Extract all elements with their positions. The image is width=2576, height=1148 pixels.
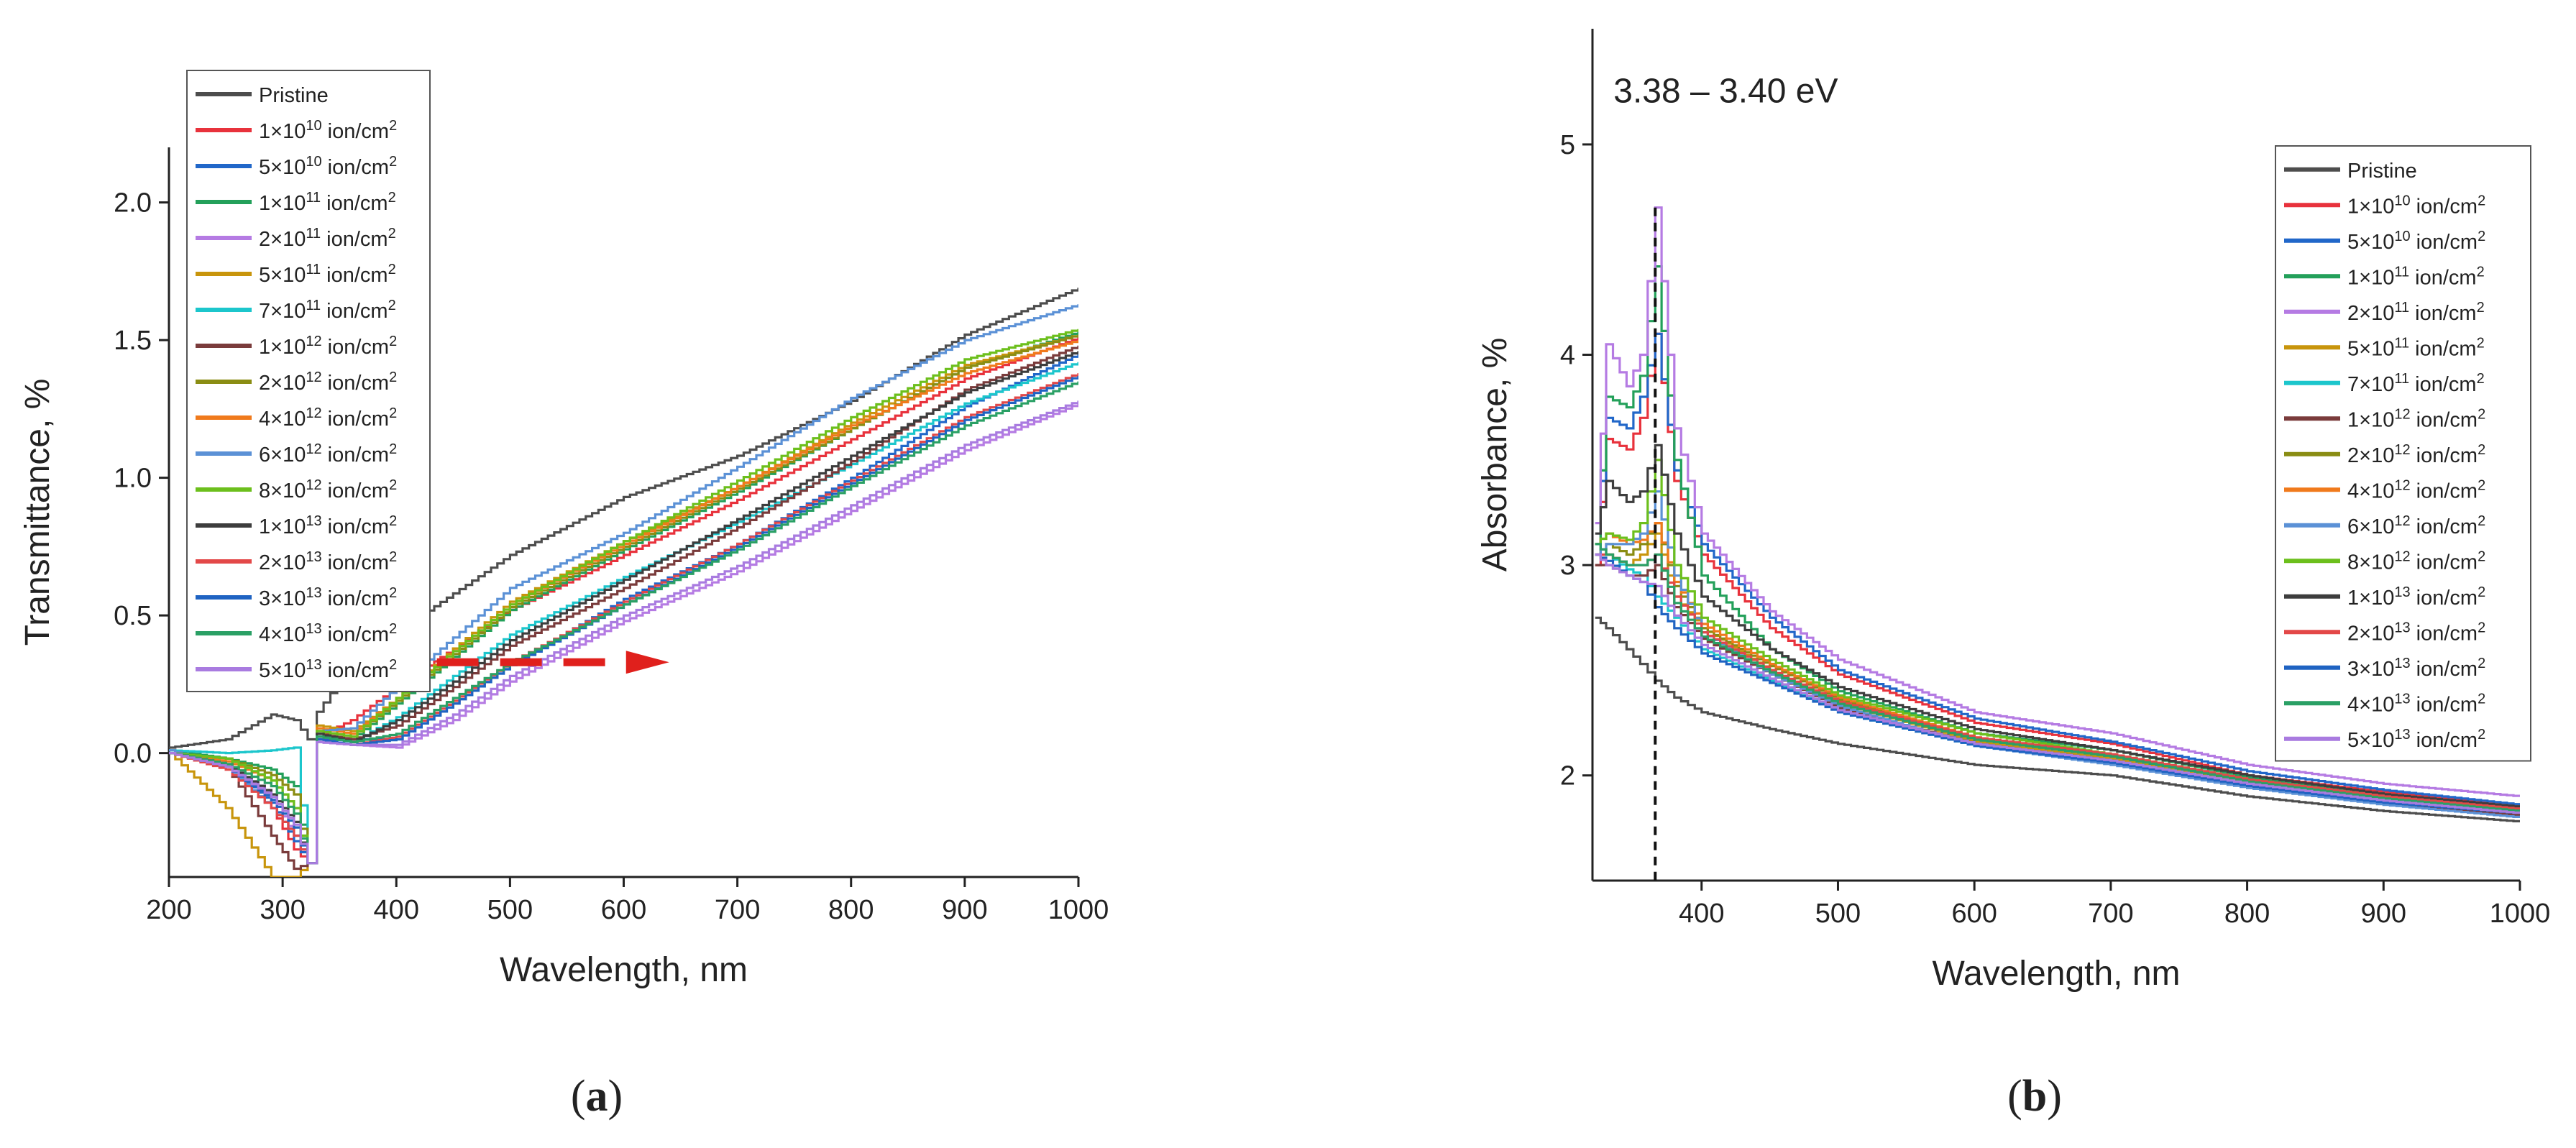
legend-entry-label: 5×1013 ion/cm2 bbox=[259, 657, 397, 682]
y-axis-label: Absorbance, % bbox=[1476, 338, 1514, 572]
series-line-15 bbox=[1595, 543, 2520, 812]
series-line-11 bbox=[169, 329, 1078, 865]
series-line-1 bbox=[1595, 332, 2520, 808]
series-line-12 bbox=[169, 351, 1078, 865]
legend-entry-label: 5×1010 ion/cm2 bbox=[259, 154, 397, 179]
legend-entry-label: 1×1013 ion/cm2 bbox=[259, 513, 397, 538]
legend-entry-label: 7×1011 ion/cm2 bbox=[259, 298, 396, 323]
y-axis-label: Transmittance, % bbox=[19, 379, 57, 646]
x-tick-label: 700 bbox=[715, 895, 760, 925]
y-tick-label: 2 bbox=[1560, 761, 1575, 791]
legend-entry-label: 1×1010 ion/cm2 bbox=[259, 118, 397, 143]
x-axis-label: Wavelength, nm bbox=[500, 951, 748, 989]
y-tick-label: 4 bbox=[1560, 341, 1575, 371]
legend-entry-label: 1×1011 ion/cm2 bbox=[2347, 264, 2485, 289]
y-tick-label: 0.0 bbox=[114, 739, 152, 769]
legend-entry-label: 5×1011 ion/cm2 bbox=[2347, 335, 2485, 360]
x-tick-label: 900 bbox=[2361, 899, 2406, 929]
series-line-0 bbox=[169, 288, 1078, 749]
legend-entry-label: 4×1013 ion/cm2 bbox=[259, 621, 397, 646]
series-line-16 bbox=[1595, 553, 2520, 814]
legend-entry-label: 8×1012 ion/cm2 bbox=[259, 477, 397, 502]
x-tick-label: 900 bbox=[942, 895, 987, 925]
legend-entry-label: 4×1012 ion/cm2 bbox=[2347, 477, 2485, 502]
legend-entry-label: 1×1010 ion/cm2 bbox=[2347, 193, 2485, 218]
legend-entry-label: 2×1011 ion/cm2 bbox=[259, 226, 396, 251]
legend-entry-label: 4×1013 ion/cm2 bbox=[2347, 691, 2485, 716]
x-tick-label: 400 bbox=[1679, 899, 1724, 929]
series-line-16 bbox=[169, 400, 1078, 865]
x-tick-label: 600 bbox=[601, 895, 646, 925]
legend: Pristine 1×1010 ion/cm2 5×1010 ion/cm2 1×10… bbox=[186, 70, 431, 692]
legend-entry-label: 3×1013 ion/cm2 bbox=[259, 585, 397, 610]
legend-entry-label: 1×1013 ion/cm2 bbox=[2347, 584, 2485, 610]
x-tick-label: 600 bbox=[1951, 899, 1997, 929]
series-group bbox=[169, 288, 1078, 877]
x-tick-label: 400 bbox=[374, 895, 419, 925]
x-tick-label: 700 bbox=[2088, 899, 2133, 929]
legend-entry-label: 2×1012 ion/cm2 bbox=[259, 369, 397, 395]
band-gap-annotation: 3.38 – 3.40 eV bbox=[1613, 72, 1838, 110]
panel-label: (b) bbox=[2007, 1072, 2062, 1121]
series-line-4 bbox=[1595, 206, 2520, 797]
legend-entry-label: 1×1012 ion/cm2 bbox=[2347, 406, 2485, 431]
series-line-0 bbox=[1595, 616, 2520, 822]
y-tick-label: 1.5 bbox=[114, 326, 152, 356]
legend-entry-label: 4×1012 ion/cm2 bbox=[259, 405, 397, 431]
panel-label: (a) bbox=[571, 1072, 623, 1121]
legend-entry-label: 2×1011 ion/cm2 bbox=[2347, 300, 2485, 325]
series-line-15 bbox=[169, 381, 1078, 865]
y-tick-label: 3 bbox=[1560, 551, 1575, 581]
panel-b-absorbance-chart: 400 500 600 700 800 900 1000 2 3 4 5 Wavelength, nm… bbox=[1476, 29, 2550, 1121]
y-tick-label: 0.5 bbox=[114, 601, 152, 631]
legend-entry-label: Pristine bbox=[259, 84, 329, 107]
legend-entry-label: 2×1013 ion/cm2 bbox=[259, 549, 397, 574]
shift-arrow-head bbox=[625, 651, 669, 674]
series-line-2 bbox=[1595, 332, 2520, 806]
x-tick-label: 800 bbox=[828, 895, 874, 925]
legend-entry-label: 8×1012 ion/cm2 bbox=[2347, 548, 2485, 574]
x-tick-label: 800 bbox=[2224, 899, 2270, 929]
legend-entry-label: 7×1011 ion/cm2 bbox=[2347, 371, 2485, 396]
y-tick-label: 5 bbox=[1560, 130, 1575, 160]
legend-entry-label: 5×1010 ion/cm2 bbox=[2347, 229, 2485, 254]
x-tick-label: 1000 bbox=[2490, 899, 2551, 929]
legend-entry-label: Pristine bbox=[2347, 160, 2417, 183]
y-tick-label: 2.0 bbox=[114, 188, 152, 219]
panel-a-transmittance-chart: 200 300 400 500 600 700 800 900 1000 0.0 0.5 1.0 1.5… bbox=[19, 70, 1109, 1121]
legend-entry-label: 5×1013 ion/cm2 bbox=[2347, 727, 2485, 752]
x-tick-label: 1000 bbox=[1048, 895, 1109, 925]
series-line-9 bbox=[169, 340, 1078, 865]
series-line-13 bbox=[1595, 553, 2520, 810]
x-tick-label: 500 bbox=[1815, 899, 1861, 929]
legend-entry-label: 3×1013 ion/cm2 bbox=[2347, 656, 2485, 681]
series-line-14 bbox=[1595, 553, 2520, 814]
legend-entry-label: 1×1011 ion/cm2 bbox=[259, 190, 396, 215]
legend-entry-label: 2×1012 ion/cm2 bbox=[2347, 442, 2485, 467]
x-tick-label: 500 bbox=[487, 895, 533, 925]
y-tick-label: 1.0 bbox=[114, 464, 152, 494]
legend-entry-label: 6×1012 ion/cm2 bbox=[2347, 513, 2485, 538]
x-tick-label: 300 bbox=[260, 895, 305, 925]
legend-entry-label: 5×1011 ion/cm2 bbox=[259, 262, 396, 287]
legend-entry-label: 1×1012 ion/cm2 bbox=[259, 334, 397, 359]
x-tick-label: 200 bbox=[146, 895, 191, 925]
series-line-12 bbox=[1595, 444, 2520, 808]
x-axis-label: Wavelength, nm bbox=[1932, 955, 2180, 993]
legend-entry-label: 2×1013 ion/cm2 bbox=[2347, 620, 2485, 645]
series-group bbox=[1595, 206, 2520, 822]
legend: Pristine 1×1010 ion/cm2 5×1010 ion/cm2 1×10… bbox=[2275, 145, 2531, 762]
legend-entry-label: 6×1012 ion/cm2 bbox=[259, 441, 397, 467]
